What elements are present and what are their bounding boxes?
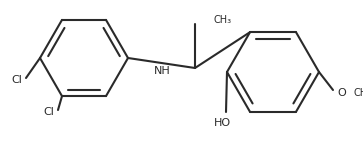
Text: CH₃: CH₃ xyxy=(213,15,231,25)
Text: Cl: Cl xyxy=(43,107,54,117)
Text: O: O xyxy=(337,88,346,98)
Text: CH₃: CH₃ xyxy=(354,88,363,98)
Text: NH: NH xyxy=(154,66,170,76)
Text: HO: HO xyxy=(213,118,231,128)
Text: Cl: Cl xyxy=(11,75,22,85)
